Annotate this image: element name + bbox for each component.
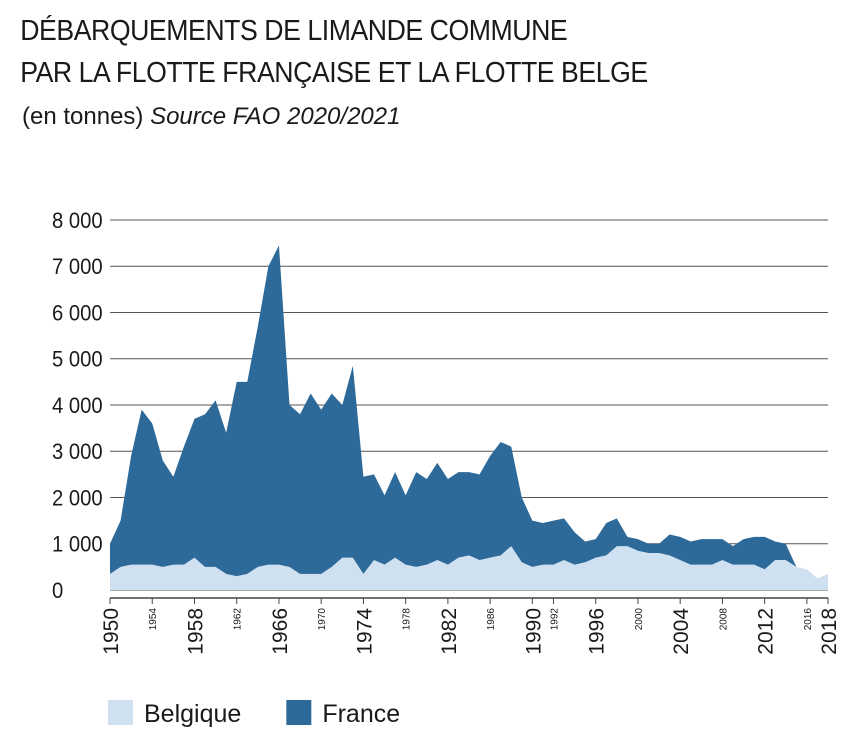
x-tick-label: 2018 — [818, 608, 841, 655]
area — [110, 546, 828, 590]
x-tick-label: 2008 — [718, 608, 729, 631]
x-tick-label: 1966 — [269, 608, 292, 655]
x-tick-label: 2012 — [755, 608, 778, 655]
y-tick-label: 1 000 — [52, 533, 103, 557]
x-tick-label: 1970 — [317, 608, 328, 631]
x-tick-label: 1954 — [148, 608, 159, 631]
legend-label: France — [322, 700, 400, 728]
x-tick-label: 1982 — [438, 608, 461, 655]
subtitle: (en tonnes) Source FAO 2020/2021 — [22, 103, 400, 130]
y-tick-label: 8 000 — [52, 209, 103, 233]
x-tick-label: 1992 — [549, 608, 560, 631]
x-tick-label: 1996 — [586, 608, 609, 655]
x-tick-label: 1950 — [100, 608, 123, 655]
legend-label: Belgique — [144, 700, 241, 728]
x-tick-label: 2016 — [803, 608, 814, 631]
x-tick-label: 1990 — [522, 608, 545, 655]
y-tick-label: 5 000 — [52, 348, 103, 372]
x-tick-label: 1962 — [233, 608, 244, 631]
legend-swatch — [286, 700, 312, 725]
y-tick-label: 4 000 — [52, 394, 103, 418]
subtitle-unit: (en tonnes) — [22, 103, 143, 130]
y-tick-label: 0 — [52, 579, 63, 603]
x-tick-label: 1958 — [184, 608, 207, 655]
y-tick-label: 6 000 — [52, 302, 103, 326]
x-tick-label: 1978 — [402, 608, 413, 631]
x-tick-label: 2004 — [670, 608, 693, 655]
y-tick-label: 7 000 — [52, 256, 103, 280]
x-tick-label: 1974 — [353, 608, 376, 655]
y-tick-label: 2 000 — [52, 487, 103, 511]
area — [110, 245, 807, 590]
legend-swatch — [108, 700, 133, 725]
x-tick-label: 2000 — [634, 608, 645, 631]
source: Source FAO 2020/2021 — [150, 103, 400, 130]
y-tick-label: 3 000 — [52, 441, 103, 465]
chart-title: DÉBARQUEMENTS DE LIMANDE COMMUNE — [20, 14, 567, 46]
x-tick-label: 1986 — [486, 608, 497, 631]
chart-title: PAR LA FLOTTE FRANÇAISE ET LA FLOTTE BEL… — [20, 56, 648, 88]
